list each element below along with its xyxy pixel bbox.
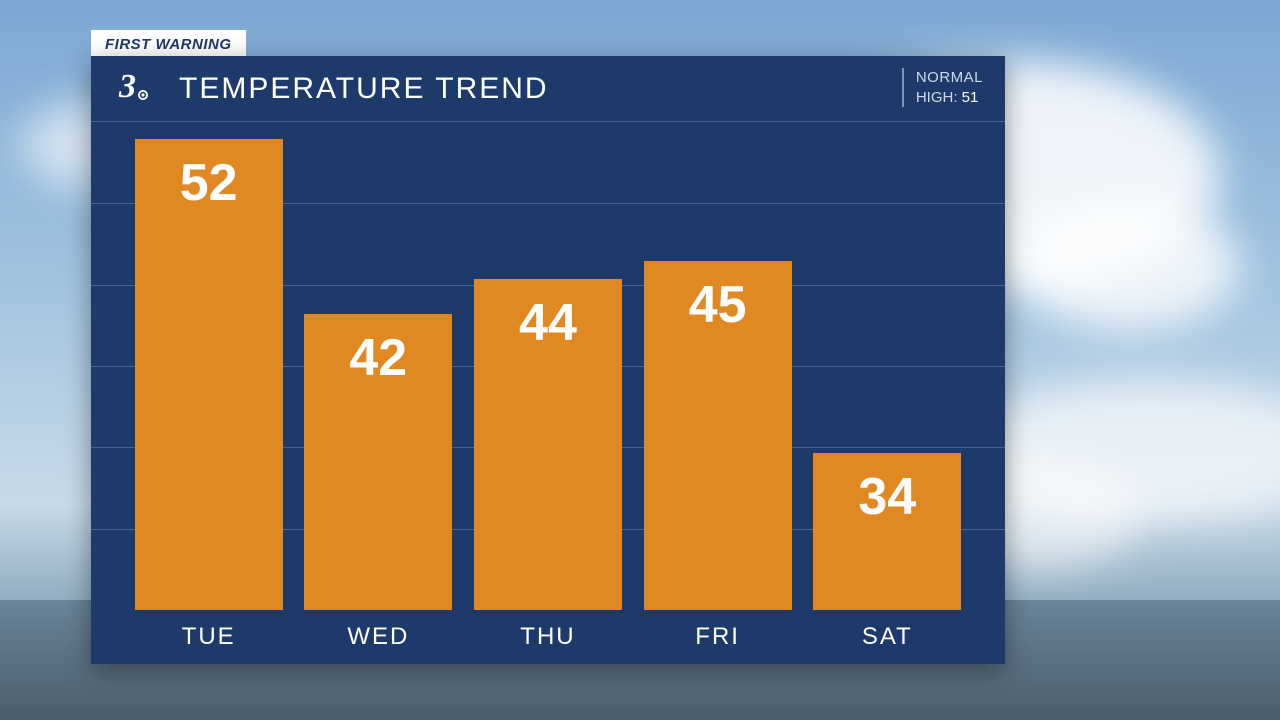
bar-slot: 34 <box>813 122 961 610</box>
temperature-bar: 52 <box>135 139 283 610</box>
bar-value-label: 52 <box>135 153 283 213</box>
station-logo: 3 <box>111 67 151 110</box>
day-label: TUE <box>135 623 283 651</box>
high-label: HIGH: <box>916 89 958 106</box>
normal-label: NORMAL <box>916 68 983 88</box>
day-label: THU <box>474 623 622 651</box>
temperature-bar: 34 <box>813 453 961 610</box>
first-warning-badge: FIRST WARNING <box>91 30 246 59</box>
temperature-bar: 42 <box>304 314 452 610</box>
bar-slot: 44 <box>474 122 622 610</box>
day-labels-row: TUE WED THU FRI SAT <box>91 610 1005 664</box>
normal-high-block: NORMAL HIGH: 51 <box>902 68 983 107</box>
temperature-bar: 44 <box>474 279 622 610</box>
bar-slot: 45 <box>644 122 792 610</box>
logo-number: 3 <box>118 68 136 105</box>
panel-header: 3 TEMPERATURE TREND NORMAL HIGH: 51 <box>91 56 1005 122</box>
day-label: WED <box>304 623 452 651</box>
temperature-bar: 45 <box>644 261 792 610</box>
bar-value-label: 42 <box>304 328 452 388</box>
bar-slot: 42 <box>304 122 452 610</box>
weather-panel: 3 TEMPERATURE TREND NORMAL HIGH: 51 52 42… <box>91 56 1005 664</box>
panel-title: TEMPERATURE TREND <box>179 72 549 106</box>
normal-high-value: 51 <box>962 89 979 106</box>
day-label: FRI <box>644 623 792 651</box>
bar-slot: 52 <box>135 122 283 610</box>
chart-area: 52 42 44 45 34 <box>91 122 1005 610</box>
bar-value-label: 45 <box>644 275 792 335</box>
bar-value-label: 34 <box>813 467 961 527</box>
bar-value-label: 44 <box>474 293 622 353</box>
day-label: SAT <box>813 623 961 651</box>
bar-container: 52 42 44 45 34 <box>91 122 1005 610</box>
cloud <box>1020 200 1240 330</box>
